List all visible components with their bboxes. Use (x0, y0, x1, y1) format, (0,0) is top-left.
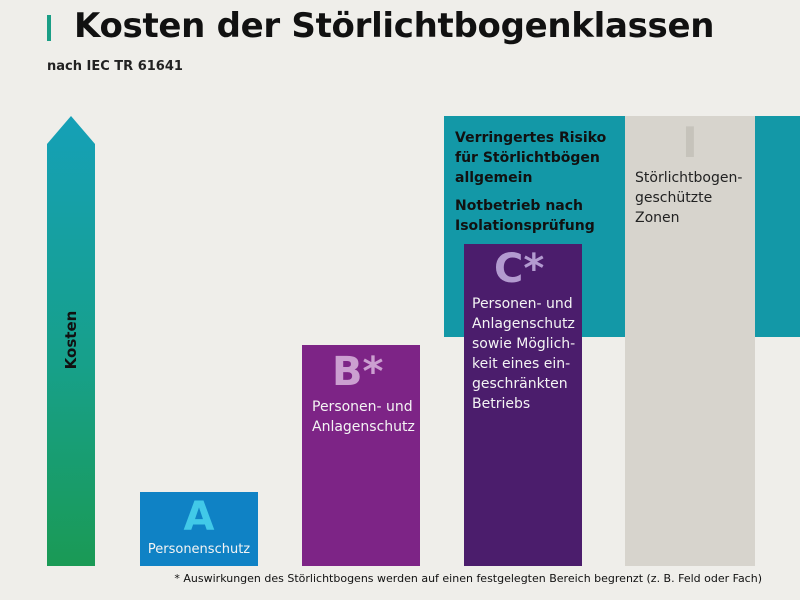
footnote: * Auswirkungen des Störlichtbogens werde… (174, 572, 762, 585)
class-i-letter: I (682, 118, 698, 167)
title-accent-bar (47, 15, 51, 41)
class-c-block: C* Personen- und Anlagenschutz sowie Mög… (464, 244, 582, 566)
class-a-letter: A (183, 494, 215, 540)
class-c-letter: C* (494, 246, 545, 292)
class-a-description: Personenschutz (147, 542, 251, 557)
class-c-description: Personen- und Anlagenschutz sowie Möglic… (472, 296, 576, 412)
class-i-block: I Störlichtbogen- geschützte Zonen (625, 116, 755, 566)
band-text-emergency: Notbetrieb nach Isolationsprüfung (455, 198, 595, 234)
class-b-block: B* Personen- und Anlagenschutz (302, 345, 420, 566)
class-b-letter: B* (332, 349, 384, 395)
cost-arrow (47, 116, 95, 566)
page-title: Kosten der Störlichtbogenklassen (74, 6, 715, 46)
class-a-block: A Personenschutz (140, 492, 258, 566)
class-b-description: Personen- und Anlagenschutz (312, 399, 415, 435)
page-subtitle: nach IEC TR 61641 (47, 59, 183, 74)
band-text-risk: Verringertes Risiko für Störlichtbögen a… (455, 130, 607, 186)
class-i-description: Störlichtbogen- geschützte Zonen (635, 170, 743, 226)
